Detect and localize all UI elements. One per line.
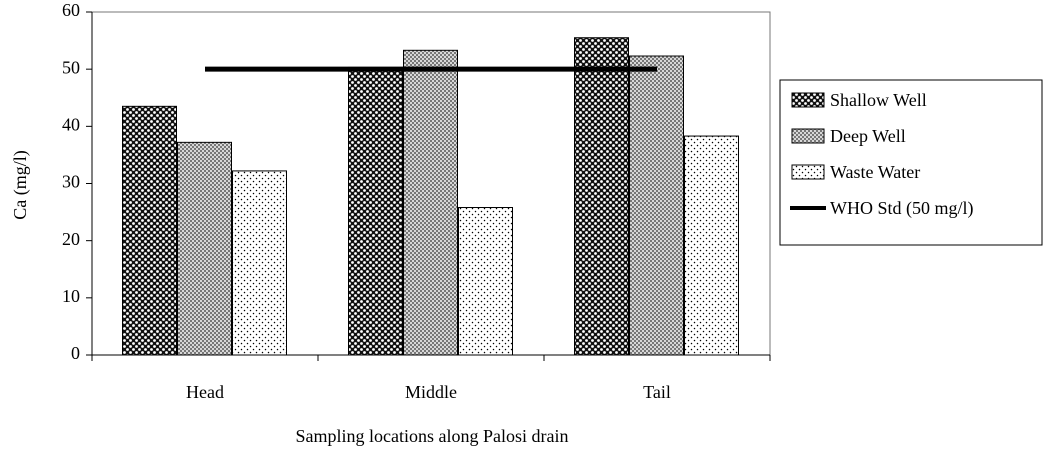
y-tick-label: 20 <box>62 229 80 249</box>
bar <box>684 135 739 356</box>
legend-label: Deep Well <box>830 126 906 146</box>
legend-label: Waste Water <box>830 162 920 182</box>
y-tick-label: 40 <box>62 114 80 134</box>
bar <box>574 37 629 356</box>
y-tick-label: 0 <box>71 343 80 363</box>
x-axis-label: Sampling locations along Palosi drain <box>296 426 569 446</box>
x-tick-label: Tail <box>643 382 671 402</box>
x-tick-label: Middle <box>405 382 457 402</box>
y-tick-label: 30 <box>62 172 80 192</box>
y-tick-label: 50 <box>62 57 80 77</box>
bar <box>232 170 287 356</box>
bar <box>348 66 403 356</box>
legend-swatch <box>791 164 825 180</box>
legend-label: WHO Std (50 mg/l) <box>830 198 974 219</box>
y-tick-label: 10 <box>62 286 80 306</box>
bar <box>177 141 232 356</box>
legend-label: Shallow Well <box>830 90 927 110</box>
y-axis-label: Ca (mg/l) <box>10 150 31 220</box>
legend-swatch <box>791 92 825 108</box>
bar <box>458 207 513 356</box>
x-tick-label: Head <box>186 382 224 402</box>
y-tick-label: 60 <box>62 0 80 20</box>
bar <box>403 49 458 356</box>
legend-swatch <box>791 128 825 144</box>
bar <box>629 55 684 356</box>
bar <box>122 105 177 356</box>
